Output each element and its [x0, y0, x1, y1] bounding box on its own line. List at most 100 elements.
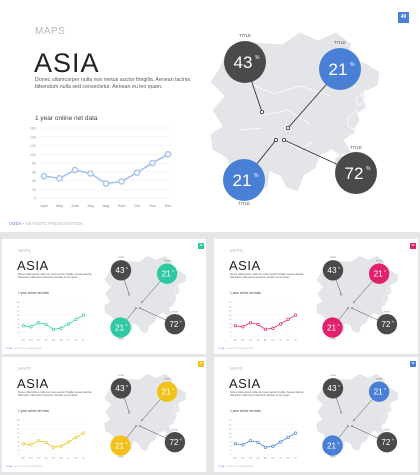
callout-circle: [368, 263, 390, 284]
thumbnail-teal[interactable]: MAPS ASIA Donec ullamcorper nulla non me…: [2, 239, 206, 354]
callout-circle: [164, 431, 186, 453]
slide-body: Donec ullamcorper nulla non metus auctor…: [230, 391, 304, 398]
x-tick-label: June: [36, 458, 40, 460]
island-shape: [174, 403, 180, 410]
callout-anchor-dot: [285, 126, 290, 131]
y-tick-label: 60: [18, 441, 20, 443]
data-point: [241, 325, 245, 329]
section-label: MAPS: [18, 248, 31, 253]
callout-unit: %: [125, 442, 128, 445]
callout-value: 43: [327, 384, 337, 393]
x-tick-label: Nov: [286, 458, 289, 460]
data-point: [271, 444, 275, 448]
data-point: [241, 443, 245, 447]
callout-unit: %: [180, 321, 183, 324]
callout-title-label: TITLE: [118, 375, 124, 377]
thumbnail-blue[interactable]: MAPS ASIA Donec ullamcorper nulla non me…: [214, 357, 418, 472]
callout-unit: %: [384, 388, 387, 391]
thumbnail-yellow[interactable]: MAPS ASIA Donec ullamcorper nulla non me…: [2, 357, 206, 472]
footer-text: • KEYNOTE PRESENTATION: [12, 466, 42, 468]
callout-anchor-dot: [138, 307, 141, 310]
y-tick-label: 40: [18, 446, 20, 448]
y-tick-label: 100: [30, 153, 36, 157]
callout-unit: %: [254, 173, 259, 179]
callout-title-label: TITLE: [164, 261, 170, 263]
callout-value: 72: [381, 438, 391, 447]
y-tick-label: 60: [32, 170, 36, 174]
y-tick-label: 120: [17, 311, 20, 313]
data-point: [256, 322, 260, 327]
country-border: [283, 139, 313, 151]
callout-anchor-dot: [352, 301, 355, 304]
callout-title-label: TITLE: [238, 201, 250, 206]
x-tick-label: Aug: [52, 457, 55, 460]
y-tick-label: 140: [17, 306, 20, 308]
section-label: MAPS: [230, 248, 243, 253]
x-tick-label: June: [248, 458, 252, 460]
y-tick-label: 20: [18, 332, 20, 334]
x-tick-label: May: [241, 340, 245, 342]
callout-anchor-dot: [259, 110, 264, 115]
callout-title-label: TITLE: [118, 257, 124, 259]
data-point: [233, 324, 237, 328]
slide-title: ASIA: [17, 258, 49, 273]
main-slide: MAPS ASIA Donec ullamcorper nulla non me…: [0, 0, 420, 232]
slide-footer: VODA • KEYNOTE PRESENTATION: [9, 221, 83, 226]
data-point: [81, 313, 86, 317]
callout-title-label: TITLE: [376, 379, 382, 381]
callout-value: 43: [115, 266, 125, 275]
chart-title: 1 year online net data: [230, 409, 261, 413]
y-tick-label: 80: [230, 437, 232, 439]
x-tick-label: July: [256, 458, 259, 460]
data-point: [36, 321, 41, 325]
callout-anchor-dot: [140, 301, 143, 304]
y-tick-label: 160: [229, 302, 232, 304]
data-point: [133, 169, 141, 176]
y-tick-label: 0: [34, 197, 36, 201]
callout-circle: [376, 431, 398, 453]
callout-title-label: TITLE: [118, 339, 124, 341]
slide-footer: VODA • KEYNOTE PRESENTATION: [6, 466, 42, 468]
data-point: [263, 327, 268, 331]
island-shape: [170, 293, 178, 304]
chart-title: 1 year online net data: [230, 291, 261, 295]
x-tick-label: May: [29, 458, 33, 460]
data-point: [286, 317, 290, 321]
callout-title-label: TITLE: [172, 312, 178, 314]
callout-unit: %: [126, 267, 129, 270]
callout-value: 21: [162, 388, 172, 397]
slide-body: Donec ullamcorper nulla non metus auctor…: [230, 273, 304, 280]
y-tick-label: 0: [231, 454, 232, 456]
x-tick-label: July: [44, 340, 47, 342]
section-label: MAPS: [35, 26, 66, 37]
y-tick-label: 0: [231, 336, 232, 338]
callout-title-label: TITLE: [164, 379, 170, 381]
callout-unit: %: [337, 324, 340, 327]
footer-text: • KEYNOTE PRESENTATION: [12, 348, 42, 350]
data-point: [29, 325, 33, 329]
x-tick-label: Sept: [271, 457, 275, 460]
callout-title-label: TITLE: [330, 339, 336, 341]
callout-unit: %: [255, 55, 260, 61]
callout-value: 43: [115, 384, 125, 393]
thumbnail-pink[interactable]: MAPS ASIA Donec ullamcorper nulla non me…: [214, 239, 418, 354]
callout-circle: [319, 48, 361, 90]
callout-anchor-dot: [140, 419, 143, 422]
callout-value: 43: [234, 53, 253, 72]
y-tick-label: 0: [19, 454, 20, 456]
x-tick-label: Oct: [67, 339, 70, 342]
y-tick-label: 100: [17, 433, 20, 435]
slide-graphics: 0 20 40 60 80 100 120 140 160 April May June July Aug…: [17, 255, 187, 342]
callout-unit: %: [125, 324, 128, 327]
data-point: [118, 178, 125, 185]
callout-anchor-dot: [135, 425, 138, 428]
x-tick-label: Nov: [74, 340, 77, 342]
slide-title: ASIA: [229, 376, 261, 391]
x-tick-label: Dec: [82, 340, 85, 342]
callout-unit: %: [338, 267, 341, 270]
callout-circle: [224, 41, 266, 83]
callout-anchor-dot: [128, 411, 131, 414]
slide-graphics: 0 20 40 60 80 100 120 140 160 April May June July Aug…: [229, 373, 399, 460]
x-tick-label: Sept: [118, 204, 127, 208]
callout-circle: [376, 313, 398, 335]
